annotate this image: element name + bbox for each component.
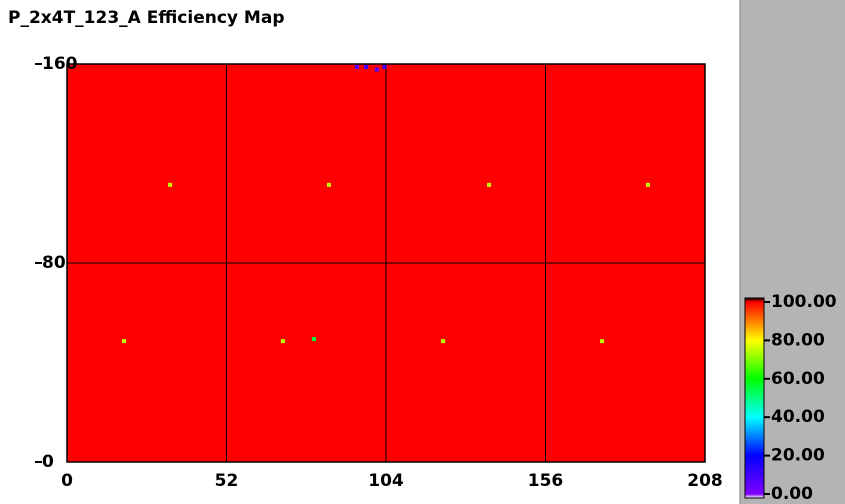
colorbar xyxy=(744,297,765,499)
colorbar-label: 20.00 xyxy=(771,446,825,466)
x-tick-label: 0 xyxy=(61,471,73,491)
heat-cell xyxy=(441,339,446,344)
heat-cell xyxy=(168,182,173,187)
colorbar-label: 0.00 xyxy=(771,484,813,504)
colorbar-label: 40.00 xyxy=(771,407,825,427)
x-tick-label: 156 xyxy=(528,471,564,491)
colorbar-label: 100.00 xyxy=(771,292,837,312)
chart-title: P_2x4T_123_A Efficiency Map xyxy=(8,8,284,28)
heat-cell xyxy=(364,64,369,69)
x-tick-label: 208 xyxy=(687,471,723,491)
y-tick-label: 80 xyxy=(42,253,66,273)
heat-cell xyxy=(645,182,650,187)
x-tick-label: 104 xyxy=(368,471,404,491)
heat-cell xyxy=(326,182,331,187)
colorbar-label: 60.00 xyxy=(771,369,825,389)
heat-cell xyxy=(280,339,285,344)
y-tick-label: 160 xyxy=(42,54,78,74)
heat-cell xyxy=(374,67,379,72)
heat-cell xyxy=(487,182,492,187)
heat-cell xyxy=(311,337,316,342)
plot-border xyxy=(66,63,706,463)
heat-cell xyxy=(599,339,604,344)
y-tick-label: 0 xyxy=(42,452,54,472)
heat-cell xyxy=(354,64,359,69)
heat-cell xyxy=(122,339,127,344)
heat-cell xyxy=(382,64,387,69)
x-tick-label: 52 xyxy=(215,471,239,491)
colorbar-label: 80.00 xyxy=(771,330,825,350)
